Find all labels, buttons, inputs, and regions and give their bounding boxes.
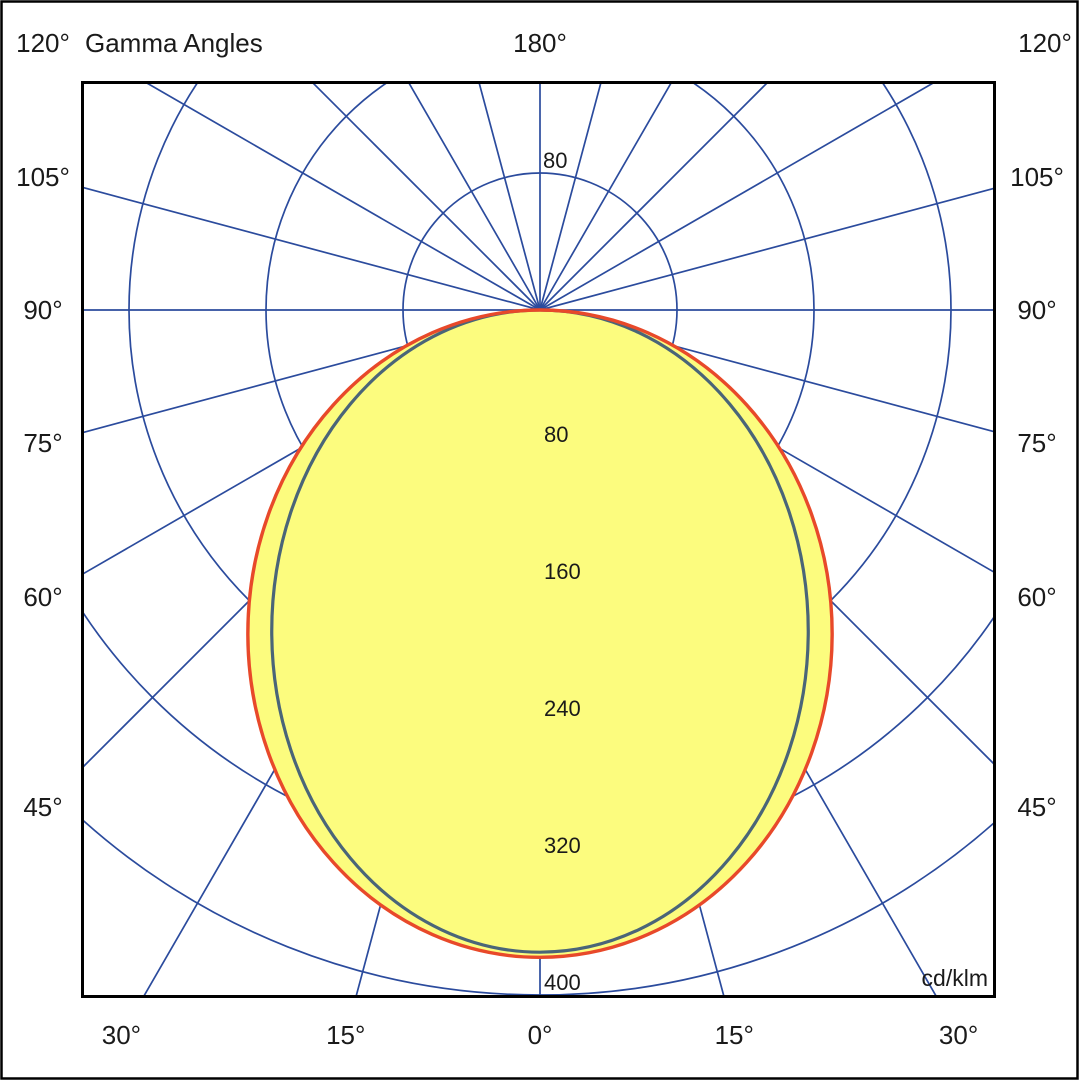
gamma-ray-line — [539, 83, 672, 311]
ring-value-label: 400 — [544, 970, 581, 995]
beam-fill — [247, 309, 833, 958]
gamma-label-right: 90° — [1017, 295, 1056, 325]
gamma-ray-line — [539, 83, 602, 311]
ring-value-label: 240 — [544, 696, 581, 721]
gamma-label-left: 60° — [23, 582, 62, 612]
gamma-label-left: 90° — [23, 295, 62, 325]
gamma-label-right: 60° — [1017, 582, 1056, 612]
gamma-label-bottom: 30° — [939, 1020, 978, 1050]
gamma-ray-line — [539, 83, 935, 311]
ring-value-labels: 80 160 240 320 400 80 — [543, 148, 581, 995]
gamma-label-bottom: 30° — [102, 1020, 141, 1050]
unit-label: cd/klm — [922, 965, 988, 991]
gamma-ray-line — [312, 83, 541, 311]
top-left-angle-label: 120° — [16, 28, 70, 58]
gamma-label-right: 105° — [1010, 162, 1064, 192]
gamma-label-left: 45° — [23, 792, 62, 822]
gamma-label-right: 45° — [1017, 792, 1056, 822]
gamma-label-bottom: 15° — [715, 1020, 754, 1050]
ring-value-label-upper: 80 — [543, 148, 567, 173]
gamma-ray-line — [539, 83, 768, 311]
photometric-curve-outer — [246, 308, 834, 960]
gamma-ray-line — [539, 187, 994, 311]
ring-value-label: 320 — [544, 833, 581, 858]
ring-value-label: 80 — [544, 422, 568, 447]
ring-value-label: 160 — [544, 559, 581, 584]
top-right-angle-label: 120° — [1018, 28, 1072, 58]
chart-title: Gamma Angles — [85, 28, 263, 58]
gamma-ray-line — [83, 186, 541, 311]
gamma-label-left: 105° — [16, 162, 70, 192]
gamma-label-bottom: 15° — [326, 1020, 365, 1050]
gamma-angle-labels: 105° 90° 75° 60° 45° 105° 90° 75° 60° 45° 30° 15° 0°… — [16, 162, 1064, 1050]
plot-frame — [81, 81, 996, 998]
photometric-curves — [246, 308, 834, 960]
gamma-ray-line — [539, 309, 994, 433]
gamma-label-left: 75° — [23, 428, 62, 458]
gamma-label-right: 75° — [1017, 428, 1056, 458]
gamma-ray-line — [478, 83, 541, 311]
beam-fill-group — [247, 309, 833, 958]
gamma-label-bottom: 0° — [528, 1020, 553, 1050]
gamma-ray-line — [83, 309, 541, 434]
gamma-ray-line — [145, 83, 541, 311]
top-center-angle-label: 180° — [513, 28, 567, 58]
gamma-ray-line — [408, 83, 541, 311]
